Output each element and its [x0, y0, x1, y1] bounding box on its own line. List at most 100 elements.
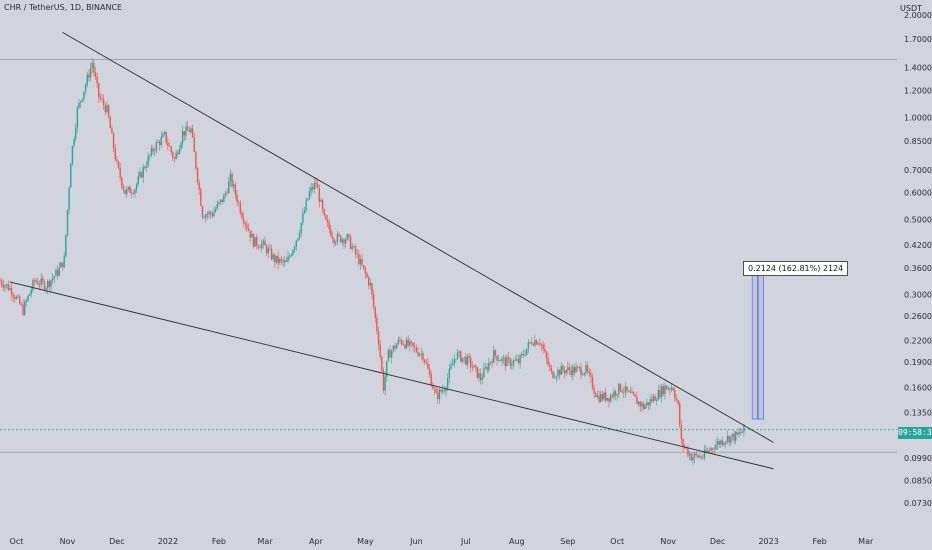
candle-body [101, 98, 103, 100]
price-tick-label: 0.1600 [904, 383, 932, 392]
candle-body [631, 392, 633, 393]
candle-body [679, 403, 681, 426]
candle-body [488, 362, 490, 371]
candle-body [106, 105, 108, 113]
candle-body [560, 366, 562, 375]
candle-body [637, 401, 640, 405]
candle-body [121, 177, 123, 187]
candle-body [224, 192, 227, 196]
candle-body [567, 367, 569, 371]
candle-body [231, 173, 233, 187]
candle-body [425, 362, 427, 364]
candle-body [481, 377, 483, 380]
price-tick-label: 1.4000 [904, 64, 932, 73]
trendline[interactable] [62, 31, 774, 443]
candle-body [213, 211, 215, 217]
candle-body [604, 392, 607, 401]
candle-body [716, 441, 719, 445]
candle-body [295, 240, 297, 247]
candle-body [247, 228, 250, 231]
candle-body [700, 456, 702, 458]
candle-body [616, 394, 618, 396]
trendlines[interactable] [9, 31, 774, 470]
candle-body [656, 400, 658, 401]
candle-body [55, 269, 57, 277]
candle-body [132, 193, 135, 195]
candle-body [392, 345, 395, 351]
candle-body [282, 260, 284, 263]
candle-body [433, 388, 436, 390]
candle-body [517, 359, 520, 364]
candle-body [682, 439, 684, 447]
candle-body [127, 186, 130, 190]
horizontal-levels [0, 59, 897, 453]
price-tick-label: 0.0730 [904, 499, 932, 508]
candle-body [371, 283, 373, 295]
time-tick-label: Feb [813, 537, 827, 546]
candle-body [535, 340, 538, 345]
price-tick-label: 0.3000 [904, 291, 932, 300]
candle-body [129, 186, 131, 194]
candle-body [507, 357, 510, 359]
candle-body [667, 388, 669, 390]
candle-body [483, 368, 485, 378]
candle-body [496, 355, 498, 361]
candle-body [660, 386, 663, 398]
candle-body [710, 448, 712, 451]
candle-body [504, 357, 506, 367]
candle-body [191, 128, 194, 138]
candle-body [358, 254, 360, 265]
candle-body [407, 339, 409, 346]
candle-body [361, 259, 363, 266]
candle-body [659, 389, 661, 398]
time-tick-label: May [357, 537, 374, 546]
time-axis[interactable]: Oct Nov Dec 2022 Feb Mar Apr May Jun Jul Aug Sep Oct… [10, 537, 874, 546]
candle-body [435, 389, 437, 393]
candle-body [397, 339, 400, 345]
candle-body [410, 341, 413, 344]
candle-body [743, 424, 745, 432]
candle-body [695, 453, 697, 456]
candle-body [145, 166, 148, 169]
time-tick-label: Sep [560, 537, 575, 546]
candle-body [593, 388, 595, 394]
candle-body [61, 262, 64, 268]
candle-body [181, 131, 184, 143]
candle-body [651, 399, 653, 402]
candle-body [468, 356, 470, 358]
candle-body [259, 247, 261, 249]
candle-body [244, 222, 246, 225]
trendline[interactable] [9, 281, 774, 470]
candle-body [155, 142, 158, 151]
candle-body [715, 444, 717, 450]
candle-body [326, 219, 329, 223]
candle-body [530, 342, 533, 344]
candle-body [377, 331, 380, 345]
measure-tool[interactable] [751, 275, 764, 420]
candle-body [236, 194, 238, 203]
price-tick-label: 0.4200 [904, 241, 932, 250]
candle-body [484, 366, 487, 369]
candle-body [186, 126, 189, 131]
candle-body [404, 344, 406, 349]
candle-body [568, 367, 571, 371]
candle-body [0, 280, 3, 285]
candle-body [214, 209, 217, 212]
candle-body [547, 358, 549, 365]
candle-body [400, 339, 403, 345]
candle-body [741, 431, 743, 433]
candle-body [316, 184, 319, 189]
candle-body [254, 237, 256, 247]
candle-body [470, 357, 472, 367]
candle-body [167, 142, 169, 146]
candle-body [246, 224, 248, 229]
candle-body [196, 168, 199, 183]
candle-body [147, 156, 149, 167]
candle-body [632, 392, 635, 395]
candle-body [465, 357, 467, 365]
candle-body [458, 351, 460, 353]
candle-body [260, 243, 263, 249]
candle-body [524, 355, 526, 356]
